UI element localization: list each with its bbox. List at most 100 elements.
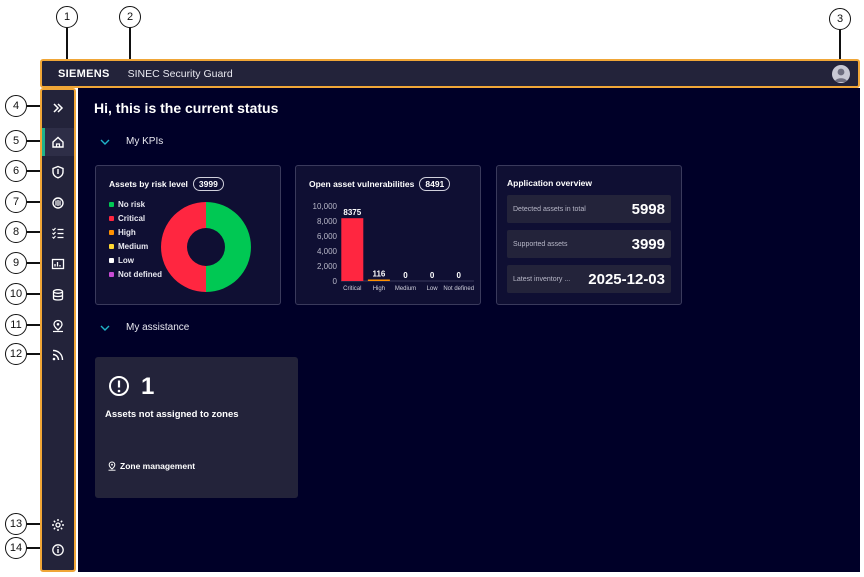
y-tick-label: 0 [333, 277, 338, 286]
bar-critical[interactable] [341, 218, 364, 281]
risk-level-card[interactable]: Assets by risk level 3999 No risk Critic… [95, 165, 281, 305]
assistance-section-toggle[interactable]: My assistance [100, 322, 189, 333]
callout-6-line [27, 170, 47, 172]
detected-assets-row[interactable]: Detected assets in total 5998 [507, 195, 671, 223]
legend-item-medium: Medium [109, 239, 162, 253]
nav-reports[interactable] [42, 250, 74, 278]
legend-label: No risk [118, 199, 146, 209]
zone-management-link[interactable]: Zone management [107, 461, 195, 471]
unassigned-assets-count: 1 [141, 373, 155, 400]
callout-11-line [27, 324, 47, 326]
feed-icon [52, 349, 64, 361]
legend-item-high: High [109, 225, 162, 239]
y-tick-label: 8,000 [317, 217, 338, 226]
legend-label: Medium [118, 241, 149, 251]
supported-assets-row[interactable]: Supported assets 3999 [507, 230, 671, 258]
nav-network[interactable] [42, 189, 74, 217]
chevron-down-icon [100, 325, 110, 331]
detected-assets-value: 5998 [631, 200, 665, 218]
expand-sidebar-button[interactable] [42, 94, 74, 122]
vuln-count-badge: 8491 [419, 177, 451, 191]
app-header: SIEMENS SINEC Security Guard [40, 59, 860, 88]
donut-slice-no-risk[interactable] [206, 202, 251, 292]
callout-3-line [839, 30, 841, 60]
legend-swatch [109, 243, 114, 249]
vulnerabilities-card[interactable]: Open asset vulnerabilities 8491 10,000 8,… [295, 165, 481, 305]
bar-value-label: 0 [403, 271, 408, 280]
bar-value-label: 0 [456, 271, 461, 280]
bar-value-label: 116 [372, 270, 385, 279]
legend-label: Not defined [118, 269, 162, 279]
nav-settings[interactable] [42, 511, 74, 539]
callout-4-line [27, 105, 47, 107]
callout-7-line [27, 201, 47, 203]
y-tick-label: 2,000 [317, 262, 338, 271]
legend-swatch [109, 257, 114, 263]
callout-5: 5 [5, 130, 27, 152]
vulnerability-bar-chart[interactable]: 10,000 8,000 6,000 4,000 2,000 0 8375 Critical 1… [298, 200, 478, 300]
kpi-section-label: My KPIs [126, 136, 164, 147]
latest-inventory-value: 2025-12-03 [588, 270, 665, 288]
callout-14-line [27, 547, 47, 549]
callout-9-line [27, 262, 47, 264]
location-pin-icon [108, 461, 116, 471]
nav-feeds[interactable] [42, 341, 74, 369]
callout-2-line [129, 28, 131, 60]
nav-security[interactable] [42, 158, 74, 186]
info-icon [52, 544, 64, 556]
nav-info[interactable] [42, 536, 74, 564]
callout-7: 7 [5, 191, 27, 213]
callout-9: 9 [5, 252, 27, 274]
kpi-section-toggle[interactable]: My KPIs [100, 136, 163, 147]
callout-13-line [27, 523, 47, 525]
risk-donut-chart[interactable] [158, 199, 254, 295]
nav-zones[interactable] [42, 312, 74, 340]
gear-icon [52, 519, 64, 531]
supported-assets-label: Supported assets [513, 240, 568, 248]
unassigned-assets-title: Assets not assigned to zones [105, 409, 239, 420]
callout-3: 3 [829, 8, 851, 30]
siemens-logo[interactable]: SIEMENS [58, 67, 110, 80]
detected-assets-label: Detected assets in total [513, 205, 586, 213]
app-title: SINEC Security Guard [127, 67, 233, 80]
location-pin-icon [53, 319, 63, 333]
legend-label: Critical [118, 213, 146, 223]
callout-14: 14 [5, 537, 27, 559]
y-tick-label: 4,000 [317, 247, 338, 256]
latest-inventory-row[interactable]: Latest inventory ... 2025-12-03 [507, 265, 671, 293]
callout-2: 2 [119, 6, 141, 28]
nav-home[interactable] [42, 128, 74, 156]
legend-swatch [109, 271, 114, 277]
latest-inventory-label: Latest inventory ... [513, 275, 571, 283]
unassigned-assets-card[interactable]: 1 Assets not assigned to zones Zone mana… [95, 357, 298, 498]
legend-item-critical: Critical [109, 211, 162, 225]
nav-inventory[interactable] [42, 281, 74, 309]
checklist-icon [52, 227, 64, 240]
main-content: Hi, this is the current status My KPIs A… [78, 88, 860, 572]
callout-11: 11 [5, 314, 27, 336]
callout-10-line [27, 293, 47, 295]
callout-5-line [27, 140, 47, 142]
callout-10: 10 [5, 283, 27, 305]
risk-legend: No risk Critical High Medium Low Not def… [109, 197, 162, 281]
donut-slice-critical[interactable] [161, 202, 206, 292]
bar-high[interactable] [367, 279, 390, 282]
bar-value-label: 8375 [343, 208, 361, 217]
nav-checklist[interactable] [42, 219, 74, 247]
legend-swatch [109, 215, 114, 221]
legend-item-no-risk: No risk [109, 197, 162, 211]
callout-12: 12 [5, 343, 27, 365]
home-icon [52, 136, 64, 148]
callout-8: 8 [5, 221, 27, 243]
database-icon [52, 289, 64, 301]
bar-value-label: 0 [430, 271, 435, 280]
chevron-down-icon [100, 139, 110, 145]
y-tick-label: 6,000 [317, 232, 338, 241]
legend-swatch [109, 229, 114, 235]
legend-swatch [109, 201, 114, 207]
chart-icon [51, 258, 65, 270]
assistance-section-label: My assistance [126, 322, 190, 333]
user-avatar-button[interactable] [832, 65, 850, 83]
legend-item-not-defined: Not defined [109, 267, 162, 281]
